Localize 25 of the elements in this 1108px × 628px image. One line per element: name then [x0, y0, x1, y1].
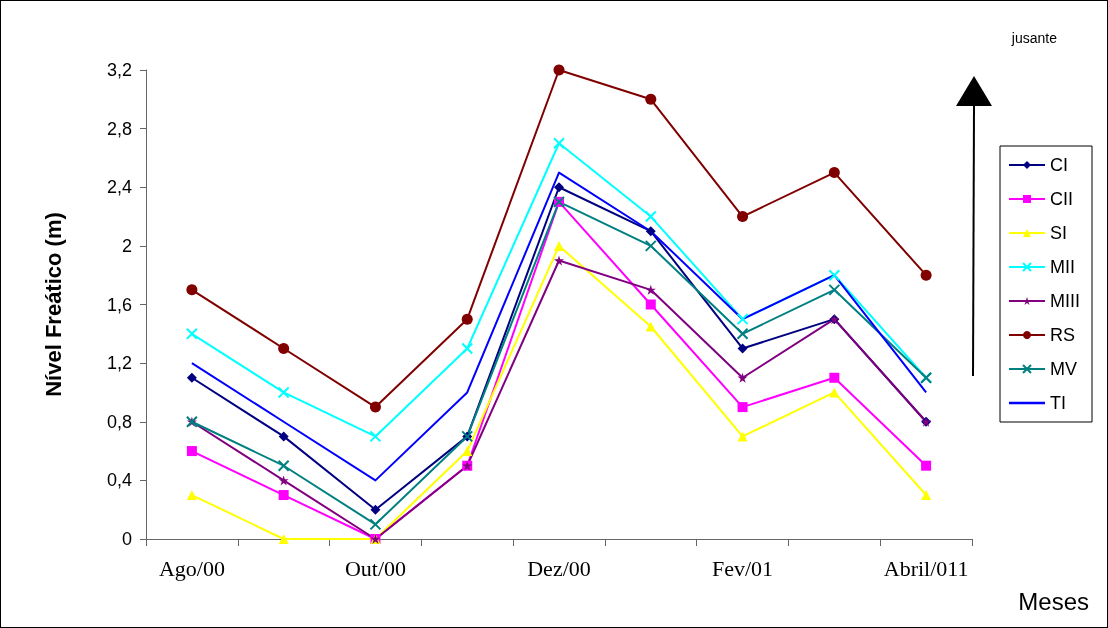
x-axis-title: Meses: [1018, 587, 1089, 615]
x-tick-label: Ago/00: [158, 555, 225, 581]
y-tick-label: 0,8: [106, 411, 132, 432]
y-tick-label: 2,4: [106, 177, 132, 198]
y-tick-label: 0: [121, 529, 132, 549]
x-tick-label: Dez/00: [527, 555, 591, 581]
legend-label: RS: [1050, 325, 1076, 345]
y-tick-label: 1,6: [106, 294, 132, 315]
legend-label: MV: [1050, 359, 1077, 379]
legend-label: CII: [1050, 189, 1074, 209]
y-tick-label: 2,8: [106, 118, 132, 139]
y-tick-label: 1,2: [106, 353, 132, 374]
legend-label: MIII: [1050, 291, 1080, 311]
legend-label: CI: [1050, 155, 1068, 175]
y-tick-label: 0,4: [106, 470, 132, 491]
y-axis-title: Nível Freático (m): [40, 212, 66, 397]
x-tick-label: Fev/01: [711, 555, 774, 581]
text: jusante: [1010, 30, 1058, 46]
legend-label: MII: [1050, 257, 1075, 277]
x-tick-label: Out/00: [344, 555, 407, 581]
legend-label: TI: [1050, 393, 1066, 413]
x-tick-label: Abril/011: [883, 555, 969, 581]
legend-label: SI: [1050, 223, 1068, 243]
y-tick-label: 3,2: [106, 60, 132, 80]
y-tick-label: 2: [121, 235, 132, 256]
